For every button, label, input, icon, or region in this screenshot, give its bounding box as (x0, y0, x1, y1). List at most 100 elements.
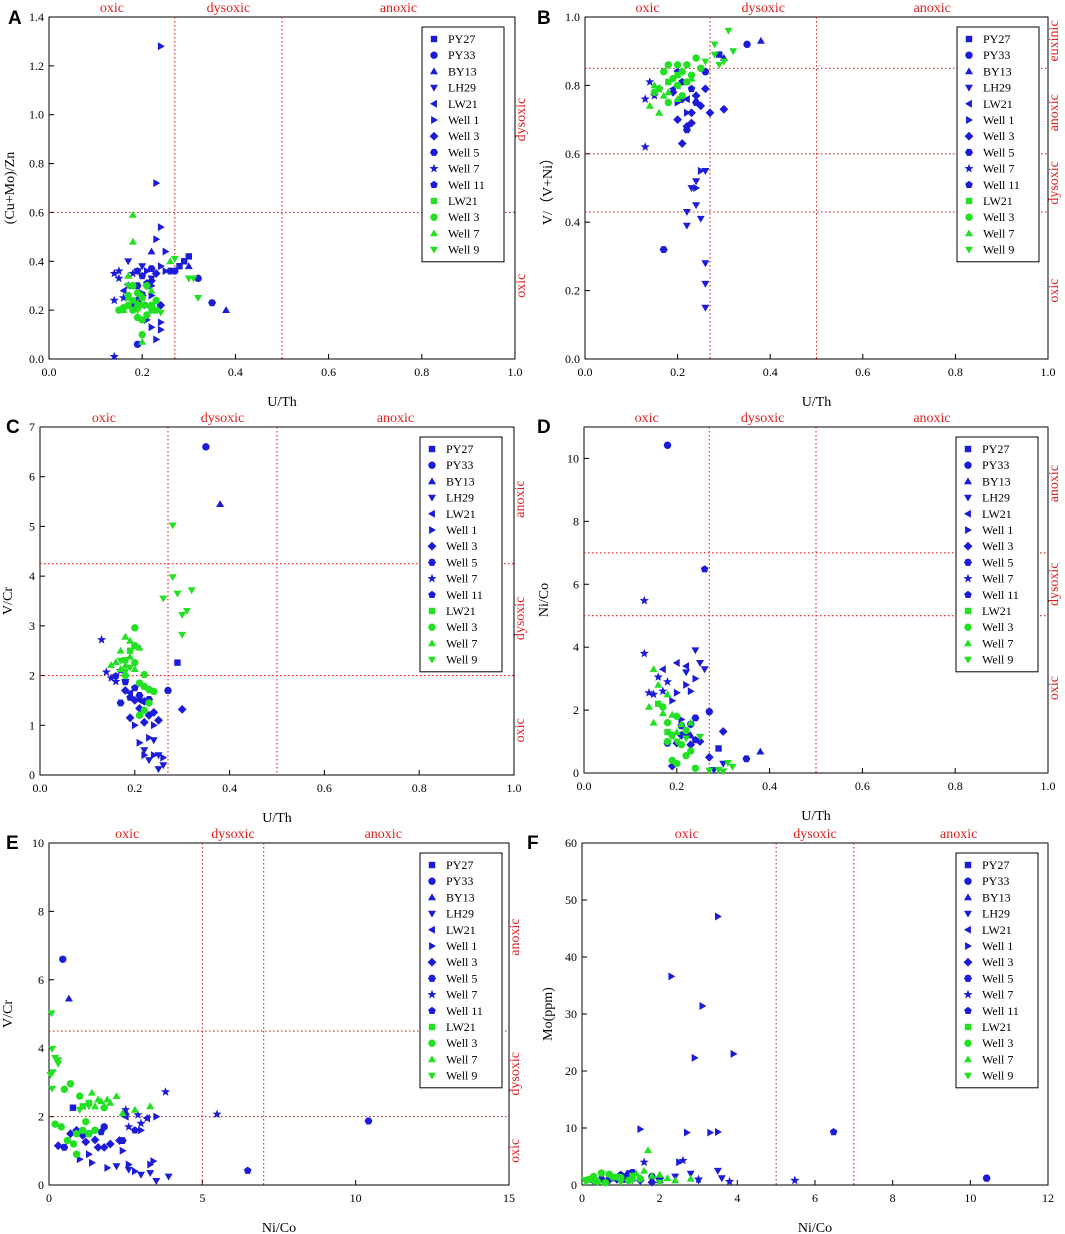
data-point (131, 721, 139, 730)
legend-marker (965, 35, 973, 43)
y-tick-label: 0.2 (565, 284, 580, 298)
data-point (664, 728, 671, 736)
zone-label-right: oxic (1047, 279, 1062, 303)
legend-entry: Well 3 (983, 129, 1014, 143)
legend-entry: LW21 (982, 507, 1012, 521)
data-point (729, 48, 738, 56)
panel-label: D (537, 417, 551, 438)
data-point (715, 745, 722, 752)
legend-marker (428, 1055, 436, 1063)
legend-marker (430, 229, 438, 237)
legend-marker (428, 509, 435, 518)
data-point (116, 699, 125, 707)
data-point (696, 101, 706, 111)
legend-marker (430, 148, 438, 156)
legend-marker (964, 1039, 972, 1047)
series-well-5 (116, 692, 153, 707)
data-point (166, 267, 175, 275)
data-point (133, 340, 142, 349)
legend-entry: LH29 (982, 907, 1010, 921)
data-point (677, 740, 686, 749)
data-point (672, 738, 681, 746)
series-py27 (715, 745, 722, 752)
panel-label: F (527, 833, 539, 854)
legend-entry: Well 7 (446, 988, 477, 1002)
legend-marker (428, 445, 436, 453)
legend-marker (427, 541, 437, 551)
zone-label-right: dysoxic (1047, 562, 1062, 606)
legend-entry: Well 5 (448, 145, 479, 159)
data-point (609, 1173, 617, 1181)
legend-marker (428, 656, 436, 664)
data-point (152, 1178, 161, 1185)
data-point (693, 184, 701, 192)
series-py27 (69, 1104, 77, 1111)
data-point (637, 1125, 645, 1134)
data-point (168, 522, 177, 530)
data-point (154, 766, 163, 773)
data-point (145, 699, 153, 707)
data-point (644, 1146, 652, 1154)
data-point (645, 77, 655, 86)
data-point (72, 1150, 81, 1158)
legend: PY27 PY33 BY13 LH29 LW21 Well 1 Well 3 Well 5 We… (956, 26, 1040, 263)
legend-marker (963, 573, 973, 583)
data-point (639, 1157, 649, 1167)
data-point (168, 574, 177, 582)
legend-marker (428, 1039, 436, 1047)
y-tick-label: 2 (573, 703, 579, 717)
zone-label-right: dysoxic (514, 98, 529, 142)
data-point (682, 735, 691, 743)
data-point (742, 755, 751, 763)
y-tick-label: 7 (29, 420, 35, 434)
data-point (724, 27, 733, 35)
data-point (674, 71, 681, 79)
y-tick-label: 0.0 (565, 352, 580, 366)
legend-marker (428, 623, 436, 631)
data-point (86, 1150, 93, 1159)
legend-entry: Well 5 (982, 971, 1013, 985)
legend-marker (965, 51, 973, 59)
data-point (640, 94, 650, 103)
legend-marker (966, 116, 973, 124)
y-tick-label: 6 (38, 973, 44, 987)
data-point (46, 1072, 55, 1079)
series-well-11 (112, 672, 139, 701)
legend-marker (427, 957, 437, 967)
data-point (131, 642, 139, 650)
x-axis-label: Ni/Co (262, 1221, 296, 1234)
data-point (54, 1060, 63, 1068)
legend-marker (428, 910, 436, 918)
data-point (604, 1175, 614, 1185)
series-py27 (174, 659, 181, 666)
data-point (48, 1085, 57, 1093)
legend-entry: Well 7 (982, 1052, 1013, 1066)
legend-marker (428, 877, 436, 885)
data-point (139, 302, 146, 309)
legend-marker (430, 51, 438, 59)
data-point (147, 1160, 155, 1169)
data-point (692, 178, 701, 186)
legend-entry: LW21 (448, 97, 478, 111)
x-axis-label: U/Th (267, 395, 297, 410)
data-point (51, 1054, 60, 1062)
data-point (581, 1179, 590, 1187)
data-point (686, 1170, 695, 1178)
data-point (105, 1139, 115, 1149)
data-point (118, 1137, 127, 1144)
data-point (154, 715, 163, 725)
legend-marker (964, 877, 972, 885)
legend-entry: LH29 (448, 81, 476, 95)
data-point (655, 108, 664, 116)
y-tick-label: 3 (29, 619, 35, 633)
data-point (665, 78, 672, 86)
series-well-9 (581, 1176, 664, 1187)
legend-entry: LW21 (446, 1020, 476, 1034)
data-point (682, 209, 691, 216)
data-point (47, 1010, 56, 1018)
legend: PY27 PY33 BY13 LH29 LW21 Well 1 Well 3 Well 5 We… (955, 436, 1039, 673)
data-point (650, 88, 659, 96)
data-point (141, 751, 149, 760)
zone-label-top: anoxic (380, 1, 417, 16)
zone-label-right: anoxic (1047, 465, 1062, 502)
